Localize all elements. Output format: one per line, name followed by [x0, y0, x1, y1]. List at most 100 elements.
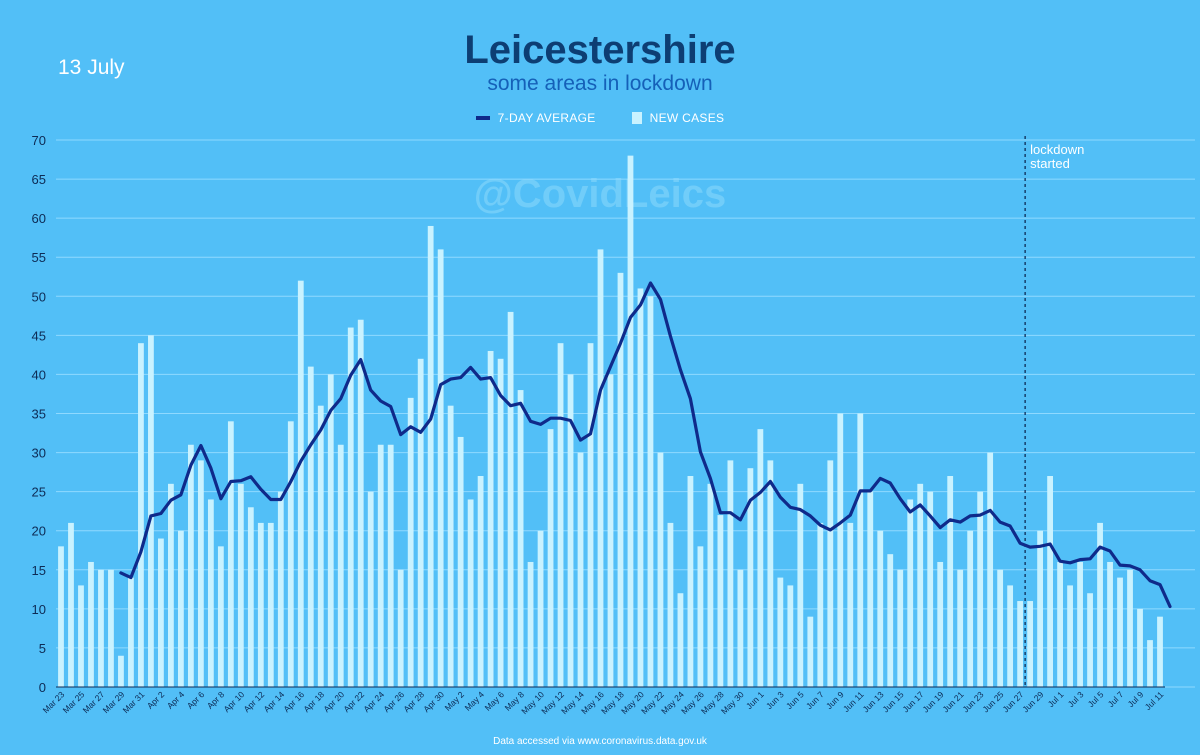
bar-new-cases: [1037, 530, 1044, 687]
bar-new-cases: [367, 491, 374, 687]
legend-label-average: 7-DAY AVERAGE: [497, 111, 596, 125]
bar-new-cases: [227, 421, 234, 687]
bar-new-cases: [817, 522, 824, 687]
bar-new-cases: [997, 569, 1004, 687]
bar-new-cases: [847, 522, 854, 687]
x-tick-label: Jun 25: [980, 689, 1005, 714]
y-tick-label: 25: [32, 485, 46, 500]
y-tick-label: 0: [39, 680, 46, 695]
y-tick-label: 45: [32, 328, 46, 343]
bar-new-cases: [527, 561, 534, 687]
x-tick-label: Apr 26: [381, 689, 406, 714]
bar-new-cases: [927, 491, 934, 687]
bar-new-cases: [437, 249, 444, 687]
bar-new-cases: [557, 343, 564, 687]
bar-new-cases: [767, 460, 774, 687]
bar-new-cases: [1097, 522, 1103, 687]
bar-new-cases: [497, 358, 504, 687]
bar-new-cases: [377, 444, 384, 687]
bar-new-cases: [88, 561, 94, 687]
bar-new-cases: [887, 554, 894, 687]
bar-new-cases: [837, 413, 844, 687]
bar-new-cases: [407, 397, 414, 687]
bar-new-cases: [617, 272, 624, 687]
x-tick-label: May 2: [443, 689, 467, 713]
bar-new-cases: [537, 530, 544, 687]
bar-new-cases: [1057, 561, 1063, 687]
bar-new-cases: [118, 655, 124, 687]
x-tick-label: Jun 1: [744, 689, 766, 711]
bar-new-cases: [317, 405, 324, 687]
bar-new-cases: [577, 452, 584, 687]
bar-new-cases: [507, 311, 514, 687]
x-tick-label: Apr 12: [241, 689, 266, 714]
bar-new-cases: [1067, 585, 1073, 687]
bar-new-cases: [597, 249, 604, 687]
bar-new-cases: [627, 155, 634, 688]
bar-new-cases: [777, 577, 784, 687]
bar-new-cases: [947, 476, 954, 687]
bar-new-cases: [707, 483, 714, 687]
x-tick-label: Apr 14: [261, 689, 286, 714]
bar-new-cases: [257, 522, 264, 687]
bar-new-cases: [547, 429, 554, 687]
x-tick-label: Mar 31: [121, 689, 147, 715]
bar-new-cases: [337, 444, 344, 687]
bar-new-cases: [457, 436, 464, 687]
x-tick-label: Apr 20: [321, 689, 346, 714]
bar-new-cases: [977, 491, 984, 687]
chart-subtitle: some areas in lockdown: [487, 72, 713, 95]
y-tick-label: 35: [32, 407, 46, 422]
y-tick-label: 50: [32, 289, 46, 304]
bar-new-cases: [158, 538, 164, 687]
x-tick-label: Jul 11: [1143, 689, 1166, 712]
bar-new-cases: [637, 288, 644, 687]
bar-new-cases: [567, 374, 574, 687]
bar-new-cases: [1157, 616, 1163, 687]
x-tick-label: Jun 29: [1020, 689, 1045, 714]
bar-new-cases: [138, 343, 144, 687]
bar-new-cases: [1017, 601, 1024, 687]
legend-label-cases: NEW CASES: [649, 111, 725, 125]
y-tick-label: 10: [32, 602, 46, 617]
bar-new-cases: [1027, 601, 1034, 687]
bar-new-cases: [98, 569, 104, 687]
bar-new-cases: [787, 585, 794, 687]
bar-new-cases: [277, 491, 284, 687]
bar-new-cases: [487, 350, 494, 687]
y-tick-label: 5: [39, 641, 46, 656]
bar-new-cases: [167, 483, 174, 687]
bar-new-cases: [877, 530, 884, 687]
x-tick-label: Apr 16: [281, 689, 306, 714]
bar-new-cases: [697, 546, 704, 687]
x-tick-label: Jun 15: [881, 689, 906, 714]
bar-new-cases: [957, 569, 964, 687]
x-tick-label: Jun 17: [901, 689, 926, 714]
bar-new-cases: [717, 515, 724, 687]
bar-new-cases: [187, 444, 194, 687]
bar-new-cases: [1137, 608, 1143, 687]
bar-new-cases: [797, 483, 804, 687]
bar-new-cases: [857, 413, 864, 687]
bar-new-cases: [447, 405, 454, 687]
x-tick-label: Apr 22: [341, 689, 366, 714]
bar-new-cases: [347, 327, 354, 687]
bar-new-cases: [907, 499, 914, 687]
bar-new-cases: [1127, 569, 1133, 687]
bar-new-cases: [757, 429, 764, 687]
y-tick-label: 70: [32, 133, 46, 148]
bar-new-cases: [1047, 476, 1054, 687]
x-tick-label: Jun 5: [784, 689, 806, 711]
bar-new-cases: [357, 319, 364, 687]
bar-new-cases: [467, 499, 474, 687]
y-tick-label: 15: [32, 563, 46, 578]
x-tick-label: Jun 27: [1000, 689, 1025, 714]
bar-new-cases: [1087, 593, 1093, 687]
legend-item-cases: NEW CASES: [631, 111, 725, 125]
y-tick-label: 40: [32, 367, 46, 382]
x-tick-label: Jun 13: [861, 689, 886, 714]
x-tick-label: Jun 23: [960, 689, 985, 714]
bar-new-cases: [937, 561, 944, 687]
bar-new-cases: [128, 577, 134, 687]
